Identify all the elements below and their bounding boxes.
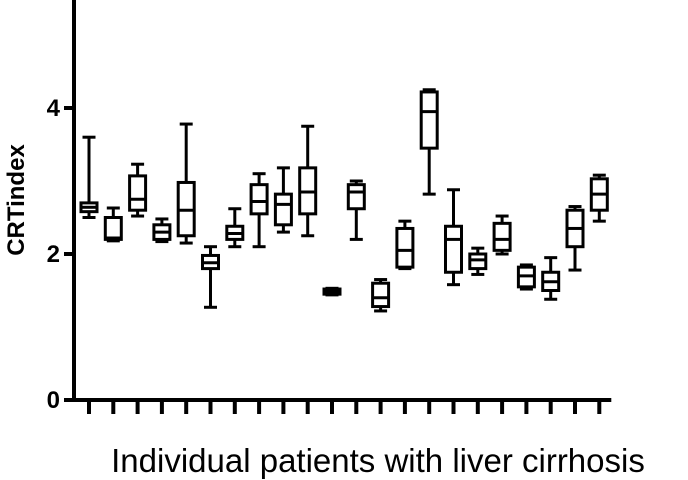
iqr-box (249, 183, 269, 216)
iqr-box (273, 192, 293, 227)
box-plot-patient (152, 217, 172, 244)
box-plot-patient (273, 166, 293, 234)
box-plot-patient (249, 172, 269, 249)
y-axis: 0 2 4 (47, 0, 76, 414)
iqr-box (444, 224, 463, 274)
box-plot-patient (419, 88, 439, 196)
box-plot-patient (492, 214, 512, 256)
box-plot-patient (103, 206, 123, 243)
box-plot-patient (176, 122, 196, 245)
box-plot-patient (516, 263, 536, 291)
iqr-box (419, 90, 439, 150)
box-plot-patient (298, 124, 318, 238)
x-axis-label: Individual patients with liver cirrhosis (111, 442, 645, 479)
y-axis-label: CRTindex (3, 144, 30, 256)
box-plot-patient (395, 219, 415, 271)
iqr-box (395, 226, 415, 269)
box-plot-patient (346, 179, 366, 241)
box-plot-patient (565, 205, 585, 272)
box-plot-patient (541, 256, 561, 301)
x-axis (72, 398, 612, 414)
box-plot-patient (371, 278, 391, 313)
iqr-box (128, 174, 148, 212)
box-plot-patient (589, 173, 609, 223)
iqr-box (103, 216, 123, 241)
iqr-box (346, 183, 366, 211)
iqr-box (371, 281, 391, 309)
y-tick-label: 0 (47, 387, 60, 414)
box-plot-patient (225, 207, 245, 249)
iqr-box (492, 221, 512, 252)
box-plot-patient (444, 188, 463, 287)
box-plot-patient (128, 162, 148, 218)
box-plot-patient (468, 246, 488, 276)
box-plot-patient (322, 286, 342, 297)
box-plot-patient (79, 135, 99, 219)
y-tick-label: 2 (47, 241, 60, 268)
box-plot-patient (201, 245, 220, 309)
y-tick-label: 4 (47, 95, 61, 122)
box-series (79, 88, 609, 313)
